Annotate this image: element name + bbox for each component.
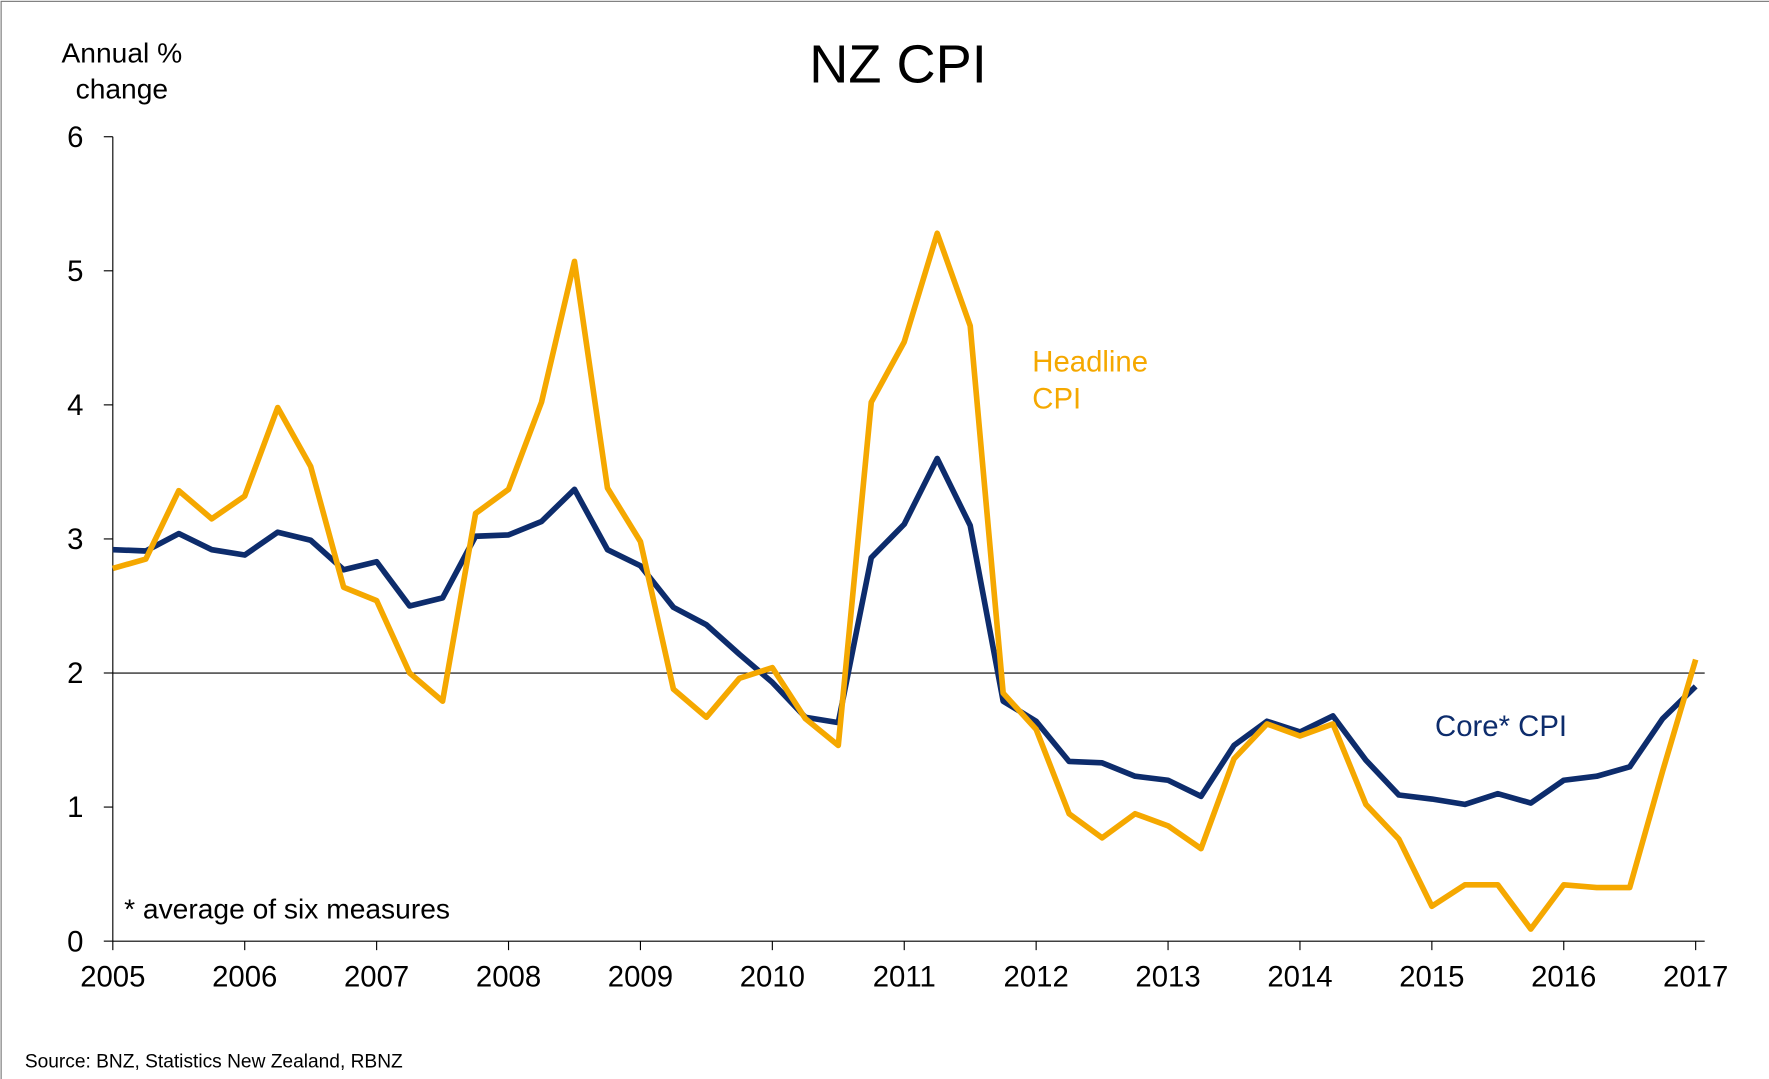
y-tick-label: 2	[67, 657, 83, 690]
y-tick-label: 4	[67, 389, 83, 422]
x-tick-label: 2008	[476, 960, 541, 993]
y-axis-label: Annual %	[62, 36, 183, 68]
y-tick-label: 5	[67, 255, 83, 288]
x-tick-label: 2011	[873, 960, 936, 993]
source: Source: BNZ, Statistics New Zealand, RBN…	[25, 1051, 403, 1072]
x-tick-label: 2007	[344, 960, 409, 993]
x-tick-label: 2012	[1004, 960, 1069, 993]
series-line	[112, 455, 1698, 808]
x-tick-label: 2014	[1267, 960, 1332, 993]
series-line	[112, 230, 1699, 932]
x-tick-label: 2006	[212, 960, 277, 993]
x-tick-label: 2010	[740, 960, 805, 993]
y-tick-label: 0	[67, 925, 83, 958]
legend-label: Headline	[1032, 345, 1148, 378]
legend-label: CPI	[1032, 383, 1081, 416]
chart-title: NZ CPI	[809, 35, 986, 95]
x-tick-label: 2016	[1531, 960, 1596, 993]
annotation: * average of six measures	[124, 893, 450, 925]
y-tick-label: 1	[67, 791, 83, 824]
y-axis-label: change	[76, 72, 168, 104]
x-tick-label: 2017	[1663, 960, 1728, 993]
y-tick-label: 3	[67, 523, 83, 556]
y-tick-label: 6	[67, 121, 83, 154]
x-tick-label: 2015	[1399, 960, 1464, 993]
legend-label: Core* CPI	[1435, 710, 1567, 743]
x-tick-label: 2005	[80, 960, 145, 993]
x-tick-label: 2009	[608, 960, 673, 993]
x-tick-label: 2013	[1135, 960, 1200, 993]
